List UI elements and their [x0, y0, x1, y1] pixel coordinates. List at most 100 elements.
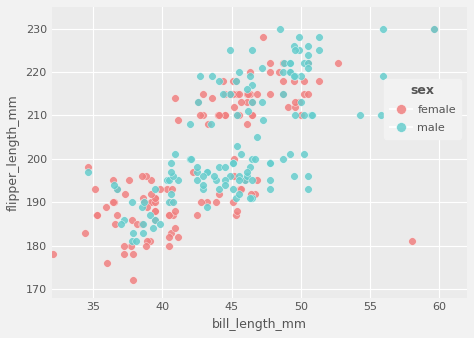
male [227, 173, 234, 179]
male [258, 65, 266, 70]
male [113, 187, 120, 192]
male [120, 217, 128, 222]
female [260, 34, 267, 40]
female [243, 91, 251, 96]
female [304, 61, 311, 66]
male [132, 239, 140, 244]
female [233, 91, 241, 96]
female [110, 199, 118, 205]
female [111, 221, 119, 226]
male [233, 113, 241, 118]
male [377, 113, 385, 118]
female [120, 251, 128, 257]
male [276, 26, 284, 31]
female [237, 187, 245, 192]
male [235, 191, 242, 196]
male [292, 113, 299, 118]
male [266, 161, 274, 166]
male [300, 152, 308, 157]
female [292, 104, 299, 110]
male [156, 221, 164, 226]
male [186, 156, 194, 162]
female [214, 113, 221, 118]
female [138, 221, 146, 226]
female [193, 213, 201, 218]
female [156, 187, 164, 192]
male [129, 230, 137, 235]
female [251, 191, 259, 196]
female [213, 199, 220, 205]
female [134, 221, 141, 226]
female [236, 187, 244, 192]
male [300, 61, 308, 66]
female [209, 95, 216, 101]
female [152, 195, 159, 200]
male [251, 156, 259, 162]
male [304, 43, 311, 49]
male [235, 178, 242, 183]
male [235, 69, 242, 75]
female [174, 117, 182, 122]
female [170, 213, 177, 218]
male [286, 61, 293, 66]
female [167, 199, 174, 205]
male [149, 225, 156, 231]
male [171, 152, 179, 157]
male [213, 178, 220, 183]
male [215, 187, 223, 192]
male [227, 48, 234, 53]
female [143, 239, 151, 244]
female [232, 78, 239, 83]
male [167, 191, 174, 196]
female [221, 113, 228, 118]
male [167, 169, 174, 174]
male [229, 161, 237, 166]
male [286, 61, 293, 66]
female [189, 169, 197, 174]
male [356, 113, 364, 118]
female [195, 100, 202, 105]
male [128, 199, 136, 205]
female [102, 204, 109, 209]
female [149, 199, 156, 205]
female [129, 251, 137, 257]
male [174, 178, 182, 183]
male [379, 26, 386, 31]
female [249, 100, 256, 105]
male [304, 65, 311, 70]
male [249, 178, 256, 183]
female [253, 91, 260, 96]
male [297, 74, 305, 79]
female [266, 69, 274, 75]
male [296, 48, 303, 53]
female [165, 234, 173, 240]
female [125, 178, 133, 183]
female [171, 95, 179, 101]
female [242, 178, 249, 183]
female [233, 113, 241, 118]
female [152, 199, 159, 205]
female [300, 91, 308, 96]
female [246, 91, 254, 96]
male [128, 239, 136, 244]
female [141, 199, 148, 205]
male [193, 178, 201, 183]
male [146, 213, 154, 218]
male [246, 165, 254, 170]
female [292, 100, 299, 105]
male [279, 156, 287, 162]
female [167, 230, 174, 235]
male [227, 91, 234, 96]
female [221, 113, 228, 118]
female [197, 199, 205, 205]
male [296, 34, 303, 40]
male [199, 187, 206, 192]
male [279, 91, 287, 96]
male [286, 69, 293, 75]
female [121, 191, 129, 196]
female [120, 243, 128, 248]
female [231, 104, 238, 110]
female [408, 239, 415, 244]
female [165, 243, 173, 248]
female [235, 113, 242, 118]
